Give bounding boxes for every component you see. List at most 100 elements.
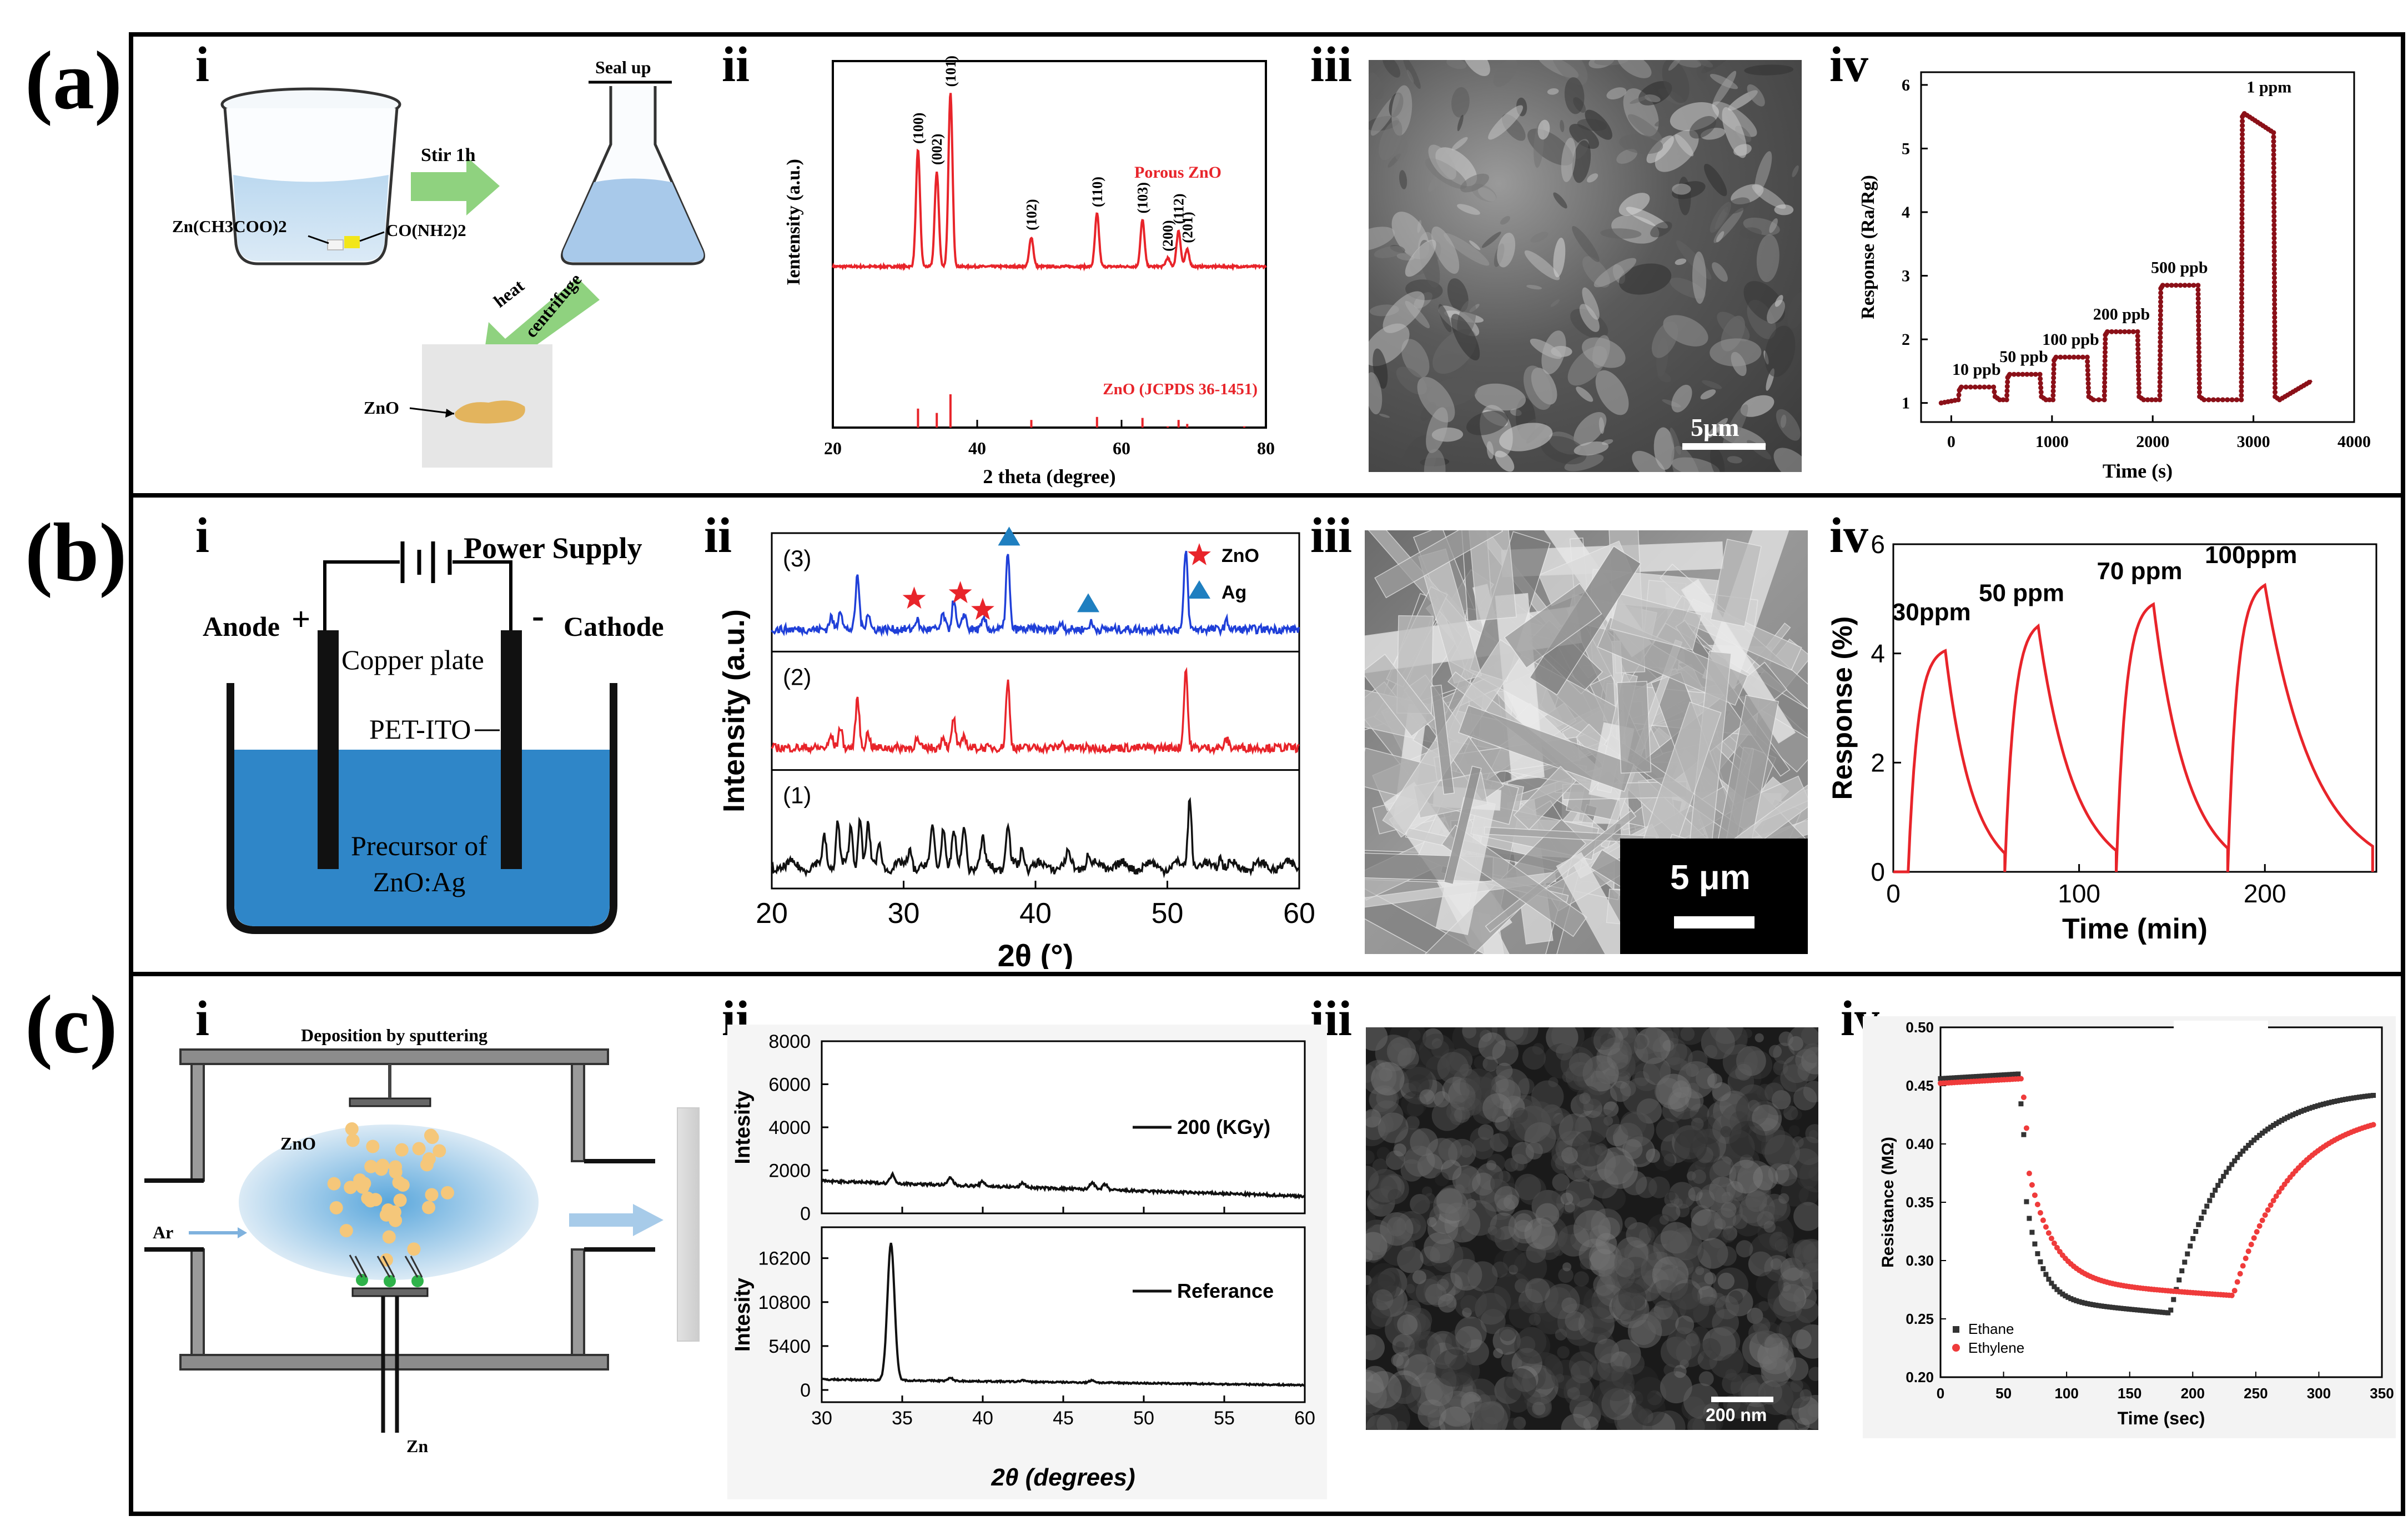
c-iii-grain <box>1663 1153 1677 1167</box>
c-iii-grain <box>1668 1182 1696 1209</box>
a-iv-point <box>2004 384 2010 389</box>
a-iii-flake <box>1383 291 1425 333</box>
a-iv-point <box>2135 364 2141 369</box>
electrolysis-tank <box>227 683 617 934</box>
c-iii-grain <box>1496 1088 1510 1101</box>
c-iii-grain <box>1445 1202 1470 1227</box>
a-iv-point <box>2239 211 2245 217</box>
a-iv-point <box>2271 130 2276 135</box>
c-iii-grain <box>1366 1369 1384 1406</box>
c-iii-grain <box>1719 1091 1750 1121</box>
c-iii-grain <box>1665 1043 1693 1071</box>
c-iii-grain <box>1514 1106 1551 1143</box>
c-iii-grain <box>1499 1324 1516 1342</box>
c-iii-grain <box>1712 1155 1734 1177</box>
a-iv-point <box>2239 180 2245 186</box>
a-iv-point <box>2272 359 2278 364</box>
c-iii-grain <box>1662 1203 1681 1222</box>
c-iv-top-patch <box>2174 1021 2268 1047</box>
c-iii-grain <box>1369 1085 1399 1115</box>
c-iii-grain <box>1743 1028 1752 1038</box>
c-iii-grain <box>1686 1063 1699 1077</box>
c-iii-grain <box>1773 1292 1802 1322</box>
c-iii-grain <box>1466 1416 1482 1430</box>
c-iii-grain <box>1793 1202 1818 1231</box>
a-iii-flake <box>1523 365 1553 410</box>
a-iv-point <box>2229 397 2235 403</box>
c-iii-grain <box>1660 1371 1692 1404</box>
c-iii-grain <box>1514 1278 1529 1293</box>
c-iii-grain <box>1405 1218 1421 1234</box>
a-iv-point <box>2011 372 2017 377</box>
c-iii-grain <box>1756 1271 1784 1299</box>
c-iii-grain <box>1446 1051 1470 1076</box>
c-iii-grain <box>1430 1238 1464 1273</box>
a-iii-flake <box>1500 216 1510 225</box>
precursor-label-line1: Precursor of <box>351 830 487 861</box>
a-iv-point <box>2271 266 2277 272</box>
c-iv-point-0 <box>2224 1169 2229 1175</box>
c-iii-grain <box>1366 1275 1372 1286</box>
c-iii-grain <box>1737 1084 1769 1116</box>
c-iii-grain <box>1797 1167 1818 1189</box>
a-iii-flake <box>1712 262 1728 282</box>
a-iv-point <box>1986 384 1992 390</box>
c-iii-grain <box>1366 1150 1375 1164</box>
c-iii-grain <box>1368 1263 1400 1295</box>
c-iii-grain <box>1448 1355 1480 1387</box>
c-iii-grain <box>1526 1243 1546 1263</box>
c-iii-scale-label: 200 nm <box>1706 1405 1767 1425</box>
c-iii-grain <box>1803 1259 1818 1283</box>
seal-up-label: Seal up <box>595 57 651 77</box>
a-iii-scale-label: 5μm <box>1691 413 1740 441</box>
a-iv-xtick-label-4: 4000 <box>2337 433 2371 451</box>
c-iii-grain <box>1594 1338 1620 1364</box>
a-iv-point <box>2196 358 2202 364</box>
c-iii-grain <box>1597 1283 1607 1293</box>
c-iv-point-0 <box>2160 1309 2165 1315</box>
b-iii-scale-bar <box>1674 916 1755 928</box>
c-iii-grain <box>1799 1157 1818 1193</box>
c-iii-grain <box>1686 1171 1696 1181</box>
c-iv-point-0 <box>2154 1309 2160 1314</box>
c-iii-grain <box>1460 1145 1473 1158</box>
c-iii-grain <box>1502 1249 1527 1273</box>
c-iv-point-0 <box>2063 1293 2068 1299</box>
a-iv-point <box>2196 349 2201 355</box>
c-iv-ytick-label-6: 0.50 <box>1906 1019 1934 1036</box>
c-iii-grain <box>1480 1286 1511 1317</box>
a-ii-porous-zno-trace <box>832 93 1267 272</box>
c-iii-grain <box>1482 1093 1512 1123</box>
c-iv-point-0 <box>2193 1229 2199 1234</box>
c-iii-grain <box>1760 1081 1794 1116</box>
c-iii-grain <box>1793 1286 1817 1309</box>
c-iii-grain <box>1588 1359 1611 1381</box>
a-iv-point <box>2239 194 2245 199</box>
c-iii-grain <box>1679 1292 1710 1323</box>
c-iii-grain <box>1576 1086 1601 1111</box>
a-iv-point <box>2158 353 2163 358</box>
c-iv-point-0 <box>1999 1072 2004 1078</box>
row-c-label: (c) <box>25 978 118 1071</box>
c-iii-grain <box>1715 1027 1748 1055</box>
a-iii-flake <box>1569 124 1599 149</box>
c-iii-grain <box>1664 1192 1680 1208</box>
c-iv-ytick-label-0: 0.20 <box>1906 1369 1934 1386</box>
c-iii-grain <box>1481 1401 1505 1424</box>
c-iii-grain <box>1366 1334 1385 1361</box>
c-iv-point-1 <box>2370 1122 2376 1128</box>
c-iii-grain <box>1525 1278 1550 1303</box>
a-iv-point <box>2136 372 2141 378</box>
a-iv-point <box>2271 156 2276 162</box>
c-iii-grain <box>1407 1334 1427 1354</box>
c-iii-grain <box>1778 1031 1793 1046</box>
c-iii-grain <box>1583 1416 1599 1430</box>
b-iv-ytick-label-1: 2 <box>1871 748 1885 777</box>
b-iv-pulse-label-2: 70 ppm <box>2097 558 2182 585</box>
c-iii-grain <box>1610 1081 1631 1102</box>
c-iii-grain <box>1722 1373 1743 1394</box>
c-iii-grain <box>1771 1090 1791 1110</box>
c-i-particle <box>433 1144 446 1158</box>
c-iii-grain <box>1602 1186 1626 1211</box>
c-iii-grain <box>1522 1046 1546 1070</box>
